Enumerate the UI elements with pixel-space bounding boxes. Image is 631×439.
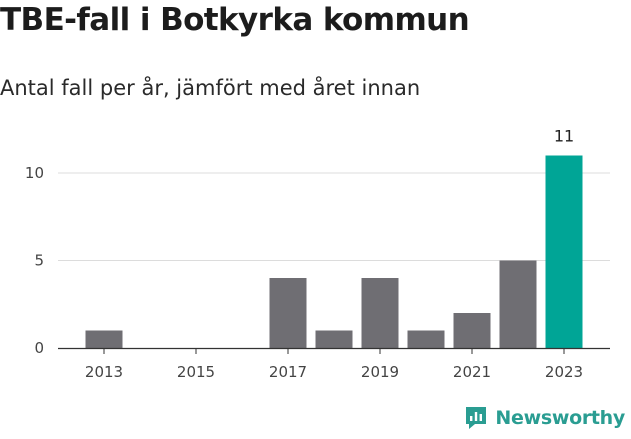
brand-logo: Newsworthy	[463, 405, 625, 431]
chart-title: TBE-fall i Botkyrka kommun	[0, 2, 470, 38]
brand-name: Newsworthy	[495, 407, 625, 429]
bar-2020	[407, 330, 445, 348]
y-tick-label-10: 10	[25, 164, 44, 182]
x-tick-label-2023: 2023	[545, 363, 583, 381]
y-tick-label-5: 5	[34, 252, 44, 270]
x-tick-label-2017: 2017	[269, 363, 307, 381]
chart-subtitle: Antal fall per år, jämfört med året inna…	[0, 76, 421, 100]
bar-2023	[545, 155, 583, 348]
x-tick-label-2021: 2021	[453, 363, 491, 381]
bar-2019	[361, 278, 399, 348]
x-tick-label-2013: 2013	[85, 363, 123, 381]
data-label-2023: 11	[554, 127, 574, 146]
bar-2017	[269, 278, 307, 348]
y-tick-label-0: 0	[34, 339, 44, 357]
x-tick-label-2015: 2015	[177, 363, 215, 381]
bar-2021	[453, 313, 491, 348]
bar-2013	[85, 330, 123, 348]
newsworthy-logo-icon	[466, 407, 487, 429]
x-tick-label-2019: 2019	[361, 363, 399, 381]
bar-2018	[315, 330, 353, 348]
bar-2022	[499, 260, 537, 348]
